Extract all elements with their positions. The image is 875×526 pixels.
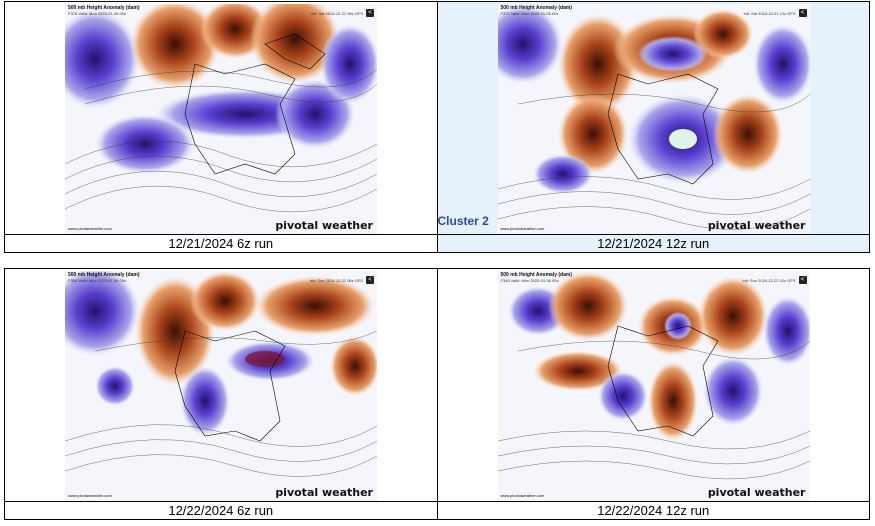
map-panel-1: 500 mb Height Anomaly (dam) F378 Valid: … [65,4,377,234]
map-title: 500 mb Height Anomaly (dam) [68,5,140,11]
brand-logo: pivotal weather [707,486,806,499]
anomaly-map-4 [497,271,810,501]
panel-cell-1: 500 mb Height Anomaly (dam) F378 Valid: … [4,1,438,235]
valid-time: F372 Valid: Mon 2025-01-06 00z [500,11,559,16]
valid-time: F348 Valid: Mon 2025-01-06 00z [500,278,559,283]
init-time: Init: Sat 2024-12-21 06z GFS [310,11,363,16]
init-time: Init: Sun 2024-12-22 12z GFS [742,278,796,283]
share-icon[interactable]: < [798,276,807,284]
panel-cell-2: Cluster 2 [436,1,870,235]
site-url: www.pivotalweather.com [500,226,545,231]
site-url: www.pivotalweather.com [68,493,112,498]
top-row-table: 500 mb Height Anomaly (dam) F378 Valid: … [4,1,870,253]
map-title: 500 mb Height Anomaly (dam) [500,272,573,278]
map-title: 500 mb Height Anomaly (dam) [500,5,573,11]
map-panel-2: 500 mb Height Anomaly (dam) F372 Valid: … [497,4,810,234]
anomaly-map-3 [65,271,377,501]
caption-1: 12/21/2024 6z run [4,234,438,253]
brand-logo: pivotal weather [707,219,806,232]
map-title: 500 mb Height Anomaly (dam) [68,272,140,278]
init-time: Init: Sun 2024-12-22 06z GFS [309,278,363,283]
panel-cell-3: 500 mb Height Anomaly (dam) F354 Valid: … [4,268,438,502]
site-url: www.pivotalweather.com [500,493,545,498]
share-icon[interactable]: < [366,276,374,284]
map-panel-4: 500 mb Height Anomaly (dam) F348 Valid: … [497,271,810,501]
bottom-row-table: 500 mb Height Anomaly (dam) F354 Valid: … [4,268,870,520]
share-icon[interactable]: < [366,9,374,17]
map-panel-3: 500 mb Height Anomaly (dam) F354 Valid: … [65,271,377,501]
cluster-label: Cluster 2 [437,214,489,228]
brand-logo: pivotal weather [275,219,373,232]
init-time: Init: Sat 2024-12-21 12z GFS [743,11,796,16]
anomaly-map-2 [497,4,810,234]
valid-time: F354 Valid: Mon 2025-01-06 00z [68,278,126,283]
caption-4: 12/22/2024 12z run [436,501,870,520]
valid-time: F378 Valid: Mon 2025-01-06 00z [68,11,126,16]
brand-logo: pivotal weather [275,486,373,499]
share-icon[interactable]: < [798,9,807,17]
anomaly-map-1 [65,4,377,234]
caption-3: 12/22/2024 6z run [4,501,438,520]
panel-cell-4: 500 mb Height Anomaly (dam) F348 Valid: … [436,268,870,502]
caption-2: 12/21/2024 12z run [436,234,870,253]
site-url: www.pivotalweather.com [68,226,112,231]
